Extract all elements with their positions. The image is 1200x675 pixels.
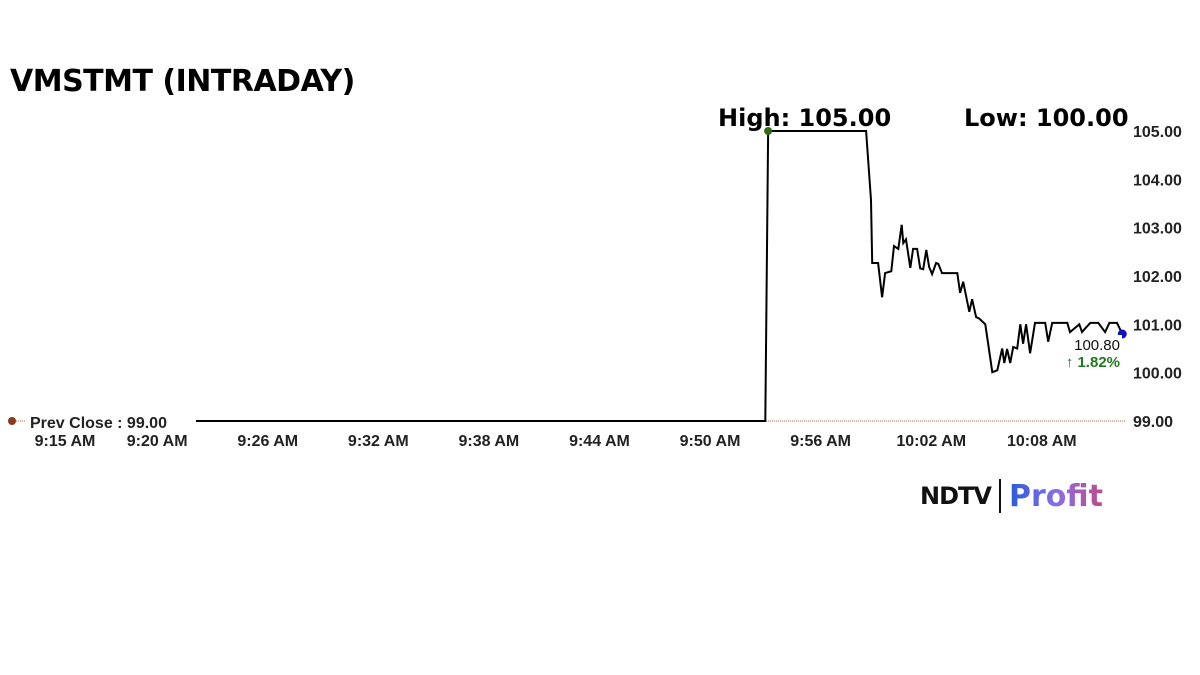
x-tick-label: 9:56 AM	[790, 433, 851, 450]
chart-title: VMSTMT (INTRADAY)	[10, 64, 355, 99]
low-label: Low: 100.00	[964, 104, 1129, 132]
y-tick-label: 99.00	[1133, 414, 1173, 431]
ndtv-profit-logo: NDTV Profit	[920, 478, 1103, 514]
logo-profit: Profit	[1008, 478, 1103, 514]
x-tick-label: 9:44 AM	[569, 433, 630, 450]
change-label: ↑ 1.82%	[1066, 354, 1120, 371]
x-tick-label: 9:15 AM	[35, 433, 96, 450]
y-tick-label: 105.00	[1133, 124, 1182, 141]
logo-ndtv: NDTV	[920, 482, 992, 510]
y-tick-label: 100.00	[1133, 366, 1182, 383]
logo-divider	[998, 479, 1001, 513]
high-dot	[764, 127, 773, 135]
y-tick-label: 101.00	[1133, 317, 1182, 334]
x-tick-label: 10:02 AM	[896, 433, 966, 450]
y-tick-label: 103.00	[1133, 221, 1182, 238]
y-tick-label: 102.00	[1133, 269, 1182, 286]
x-tick-label: 9:38 AM	[459, 433, 520, 450]
x-tick-label: 9:50 AM	[680, 433, 741, 450]
price-line	[65, 130, 1124, 422]
prev-close-dot	[8, 417, 16, 425]
prev-close-label: Prev Close : 99.00	[30, 415, 167, 432]
x-tick-label: 9:32 AM	[348, 433, 409, 450]
y-tick-label: 104.00	[1133, 172, 1182, 189]
high-label: High: 105.00	[718, 104, 891, 132]
x-tick-label: 10:08 AM	[1007, 433, 1077, 450]
x-tick-label: 9:26 AM	[237, 433, 298, 450]
last-price-label: 100.80	[1074, 337, 1120, 354]
x-tick-label: 9:20 AM	[127, 433, 188, 450]
